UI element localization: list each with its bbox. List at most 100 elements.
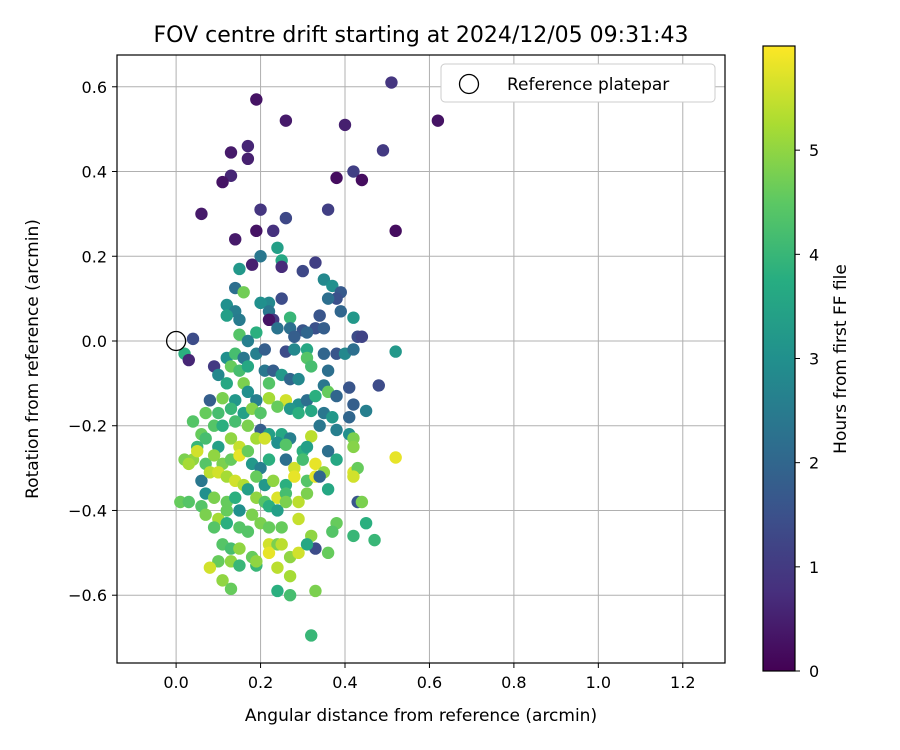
legend-entry-reference: Reference platepar: [507, 75, 669, 95]
data-point: [292, 495, 305, 509]
data-point: [220, 504, 233, 517]
data-point: [271, 584, 284, 598]
data-point: [271, 504, 284, 517]
colorbar-gradient: [762, 45, 796, 672]
data-point: [275, 538, 288, 551]
data-point: [326, 279, 339, 293]
data-point: [300, 538, 314, 551]
data-point: [338, 118, 352, 132]
data-point: [300, 487, 314, 500]
data-point: [245, 508, 259, 521]
data-point: [317, 273, 331, 286]
data-point: [229, 415, 242, 428]
data-point: [182, 457, 195, 471]
data-point: [347, 165, 360, 178]
data-point: [203, 561, 217, 574]
data-point: [279, 453, 293, 466]
data-point: [279, 438, 293, 451]
data-point: [241, 385, 255, 399]
colorbar-tick-label: 4: [809, 245, 819, 264]
data-point: [250, 470, 263, 483]
data-point: [283, 589, 297, 602]
data-point: [245, 258, 259, 271]
data-point: [300, 440, 314, 454]
data-point: [220, 309, 233, 322]
data-point: [195, 207, 208, 221]
data-point: [233, 262, 246, 276]
data-point: [283, 569, 297, 583]
data-point: [207, 491, 221, 504]
data-point: [288, 330, 301, 343]
data-point: [241, 334, 255, 348]
colorbar-tick-label: 5: [809, 141, 819, 160]
data-point: [233, 542, 246, 555]
data-point: [313, 419, 326, 432]
data-point: [431, 114, 445, 127]
data-point: [389, 345, 402, 358]
data-point: [389, 451, 402, 464]
data-point: [330, 453, 343, 466]
data-point: [224, 146, 238, 159]
data-point: [300, 343, 314, 356]
data-point: [271, 241, 284, 254]
data-point: [275, 292, 288, 305]
x-tick-label: 1.0: [586, 673, 611, 692]
data-point: [241, 360, 255, 373]
data-point: [262, 521, 276, 534]
data-point: [233, 313, 246, 327]
data-point: [250, 326, 263, 339]
data-point: [343, 411, 356, 424]
y-axis-ticks: −0.6 −0.4 −0.2 0.0 0.2 0.4 0.6: [68, 78, 117, 605]
data-point: [279, 114, 293, 127]
data-point: [254, 250, 267, 263]
y-axis-label: Rotation from reference (arcmin): [23, 219, 43, 499]
data-point: [250, 555, 263, 568]
data-point: [359, 404, 373, 418]
data-point: [216, 419, 229, 432]
legend-reference-icon: [458, 73, 480, 95]
data-point: [262, 313, 276, 327]
data-point: [317, 322, 331, 335]
data-point: [283, 311, 297, 324]
data-point: [254, 203, 267, 216]
data-point: [241, 525, 255, 538]
data-point: [191, 444, 204, 458]
data-point: [347, 440, 360, 454]
data-point: [309, 256, 322, 269]
data-point: [262, 391, 276, 405]
data-point: [292, 512, 305, 526]
data-point: [207, 449, 221, 462]
x-tick-label: 0.2: [248, 673, 273, 692]
data-point: [250, 93, 263, 106]
data-point: [212, 368, 225, 382]
data-point: [309, 457, 322, 471]
data-point: [254, 296, 267, 310]
y-tick-label: 0.6: [82, 78, 107, 97]
data-point: [203, 394, 217, 407]
data-point: [343, 381, 356, 394]
legend: Reference platepar: [440, 63, 716, 103]
data-point: [292, 372, 305, 386]
data-point: [296, 264, 309, 278]
data-point: [347, 529, 360, 543]
data-point: [321, 292, 335, 305]
data-point: [199, 406, 212, 420]
colorbar-tick-label: 3: [809, 350, 819, 369]
data-point: [262, 546, 276, 560]
data-point: [241, 139, 255, 153]
data-point: [355, 330, 369, 343]
data-point: [347, 470, 360, 483]
data-point: [317, 347, 331, 360]
data-point: [321, 546, 335, 560]
data-point: [300, 326, 314, 339]
data-point: [330, 171, 343, 185]
x-tick-label: 0.4: [332, 673, 357, 692]
data-point: [237, 286, 250, 299]
data-point: [186, 332, 200, 346]
data-point: [216, 574, 229, 587]
data-point: [305, 360, 318, 373]
data-point: [241, 152, 255, 166]
data-point: [305, 629, 318, 642]
data-point: [199, 508, 212, 521]
